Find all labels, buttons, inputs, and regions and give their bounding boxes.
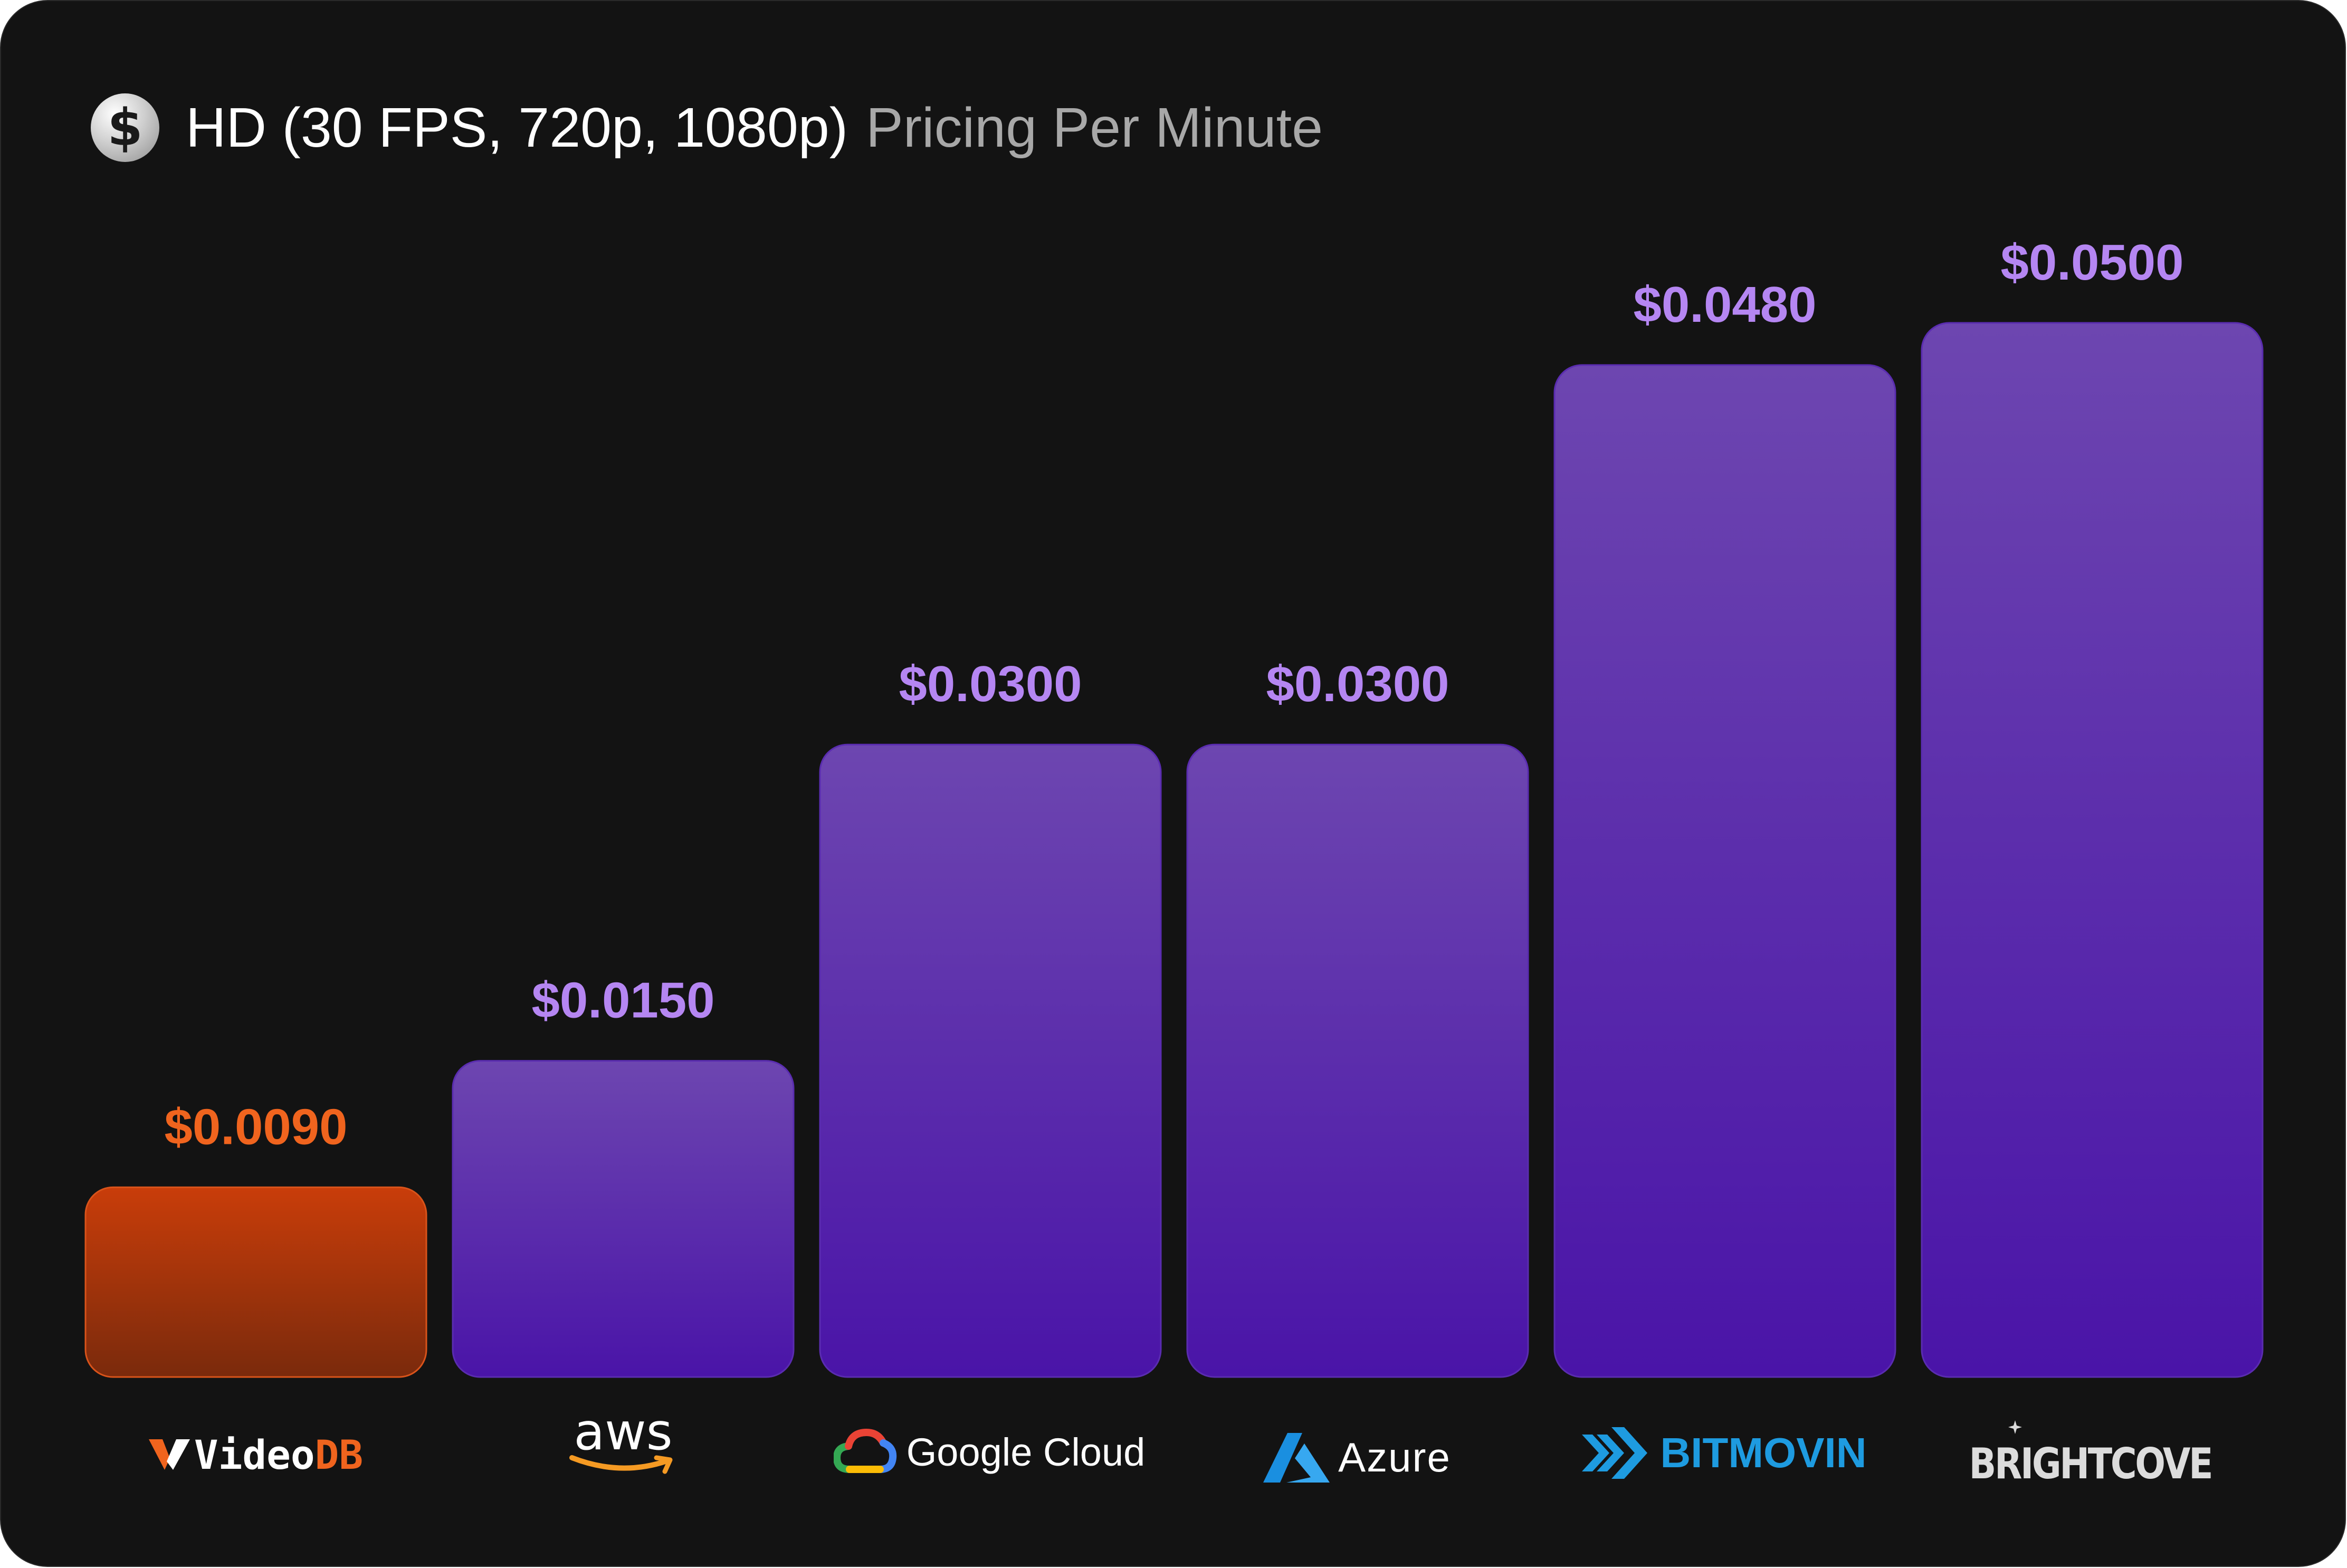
bitmovin-label: BITMOVIN [1660,1429,1867,1476]
videodb-v-icon [148,1439,190,1470]
bar-value-label: $0.0150 [531,972,714,1029]
bar-value-label: $0.0300 [899,656,1082,712]
chart-title: HD (30 FPS, 720p, 1080p) [186,96,848,159]
bitmovin-chevrons-icon [1582,1427,1648,1479]
videodb-prefix: Video [194,1431,315,1478]
logo-google-cloud: Google Cloud [819,1415,1160,1489]
bar-value-label: $0.0090 [164,1098,347,1155]
amazon-smile-arrow-icon [569,1455,673,1474]
bar-azure [1186,743,1529,1378]
logo-videodb: Video DB [85,1418,426,1491]
bar-bitmovin [1553,364,1896,1378]
bar-value-label: $0.0300 [1266,656,1449,712]
aws-label: aws [574,1402,673,1461]
brightcove-star-icon [2008,1420,2022,1434]
bar-aws [452,1060,795,1378]
brightcove-label: BRIGHTCOVE [1969,1439,2213,1488]
chart-header: $ HD (30 FPS, 720p, 1080p) Pricing Per M… [91,91,1323,165]
chart-subtitle: Pricing Per Minute [866,96,1323,159]
videodb-suffix: DB [314,1431,364,1478]
bar-value-label: $0.0480 [1633,276,1816,333]
dollar-coin-icon: $ [91,93,159,162]
logo-azure: Azure [1186,1420,1527,1494]
azure-label: Azure [1338,1433,1451,1480]
logo-bitmovin: BITMOVIN [1553,1416,1894,1490]
bar-value-label: $0.0500 [2000,234,2183,291]
bar-brightcove [1921,322,2264,1378]
logo-aws: aws [453,1404,794,1478]
google-cloud-icon [833,1428,896,1473]
google-cloud-label: Google Cloud [906,1430,1146,1474]
bar-google-cloud [819,743,1162,1378]
logo-brightcove: BRIGHTCOVE [1920,1420,2260,1494]
bar-videodb [84,1186,427,1378]
azure-a-icon [1263,1433,1330,1483]
